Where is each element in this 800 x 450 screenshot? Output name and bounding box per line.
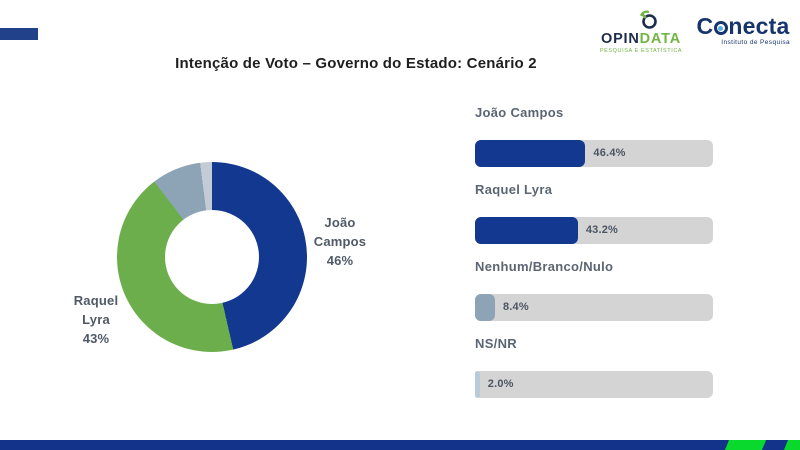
bar-category-label: João Campos — [475, 105, 564, 120]
donut-chart — [117, 162, 307, 352]
opindata-wordmark: OPINDATA — [596, 31, 686, 47]
donut-label-joao-campos: João Campos 46% — [313, 215, 367, 268]
opindata-word-part2: DATA — [639, 31, 681, 47]
bar-value-label: 43.2% — [585, 224, 619, 236]
bar-value-label: 2.0% — [487, 378, 514, 390]
conecta-word-part1: C — [696, 13, 714, 39]
bar-group-joao-campos: João Campos 46.4% — [475, 106, 713, 168]
bar-fill — [475, 371, 480, 398]
footer-navy-band — [0, 440, 800, 450]
bar-fill — [475, 140, 586, 167]
bar-group-nenhum-branco-nulo: Nenhum/Branco/Nulo 8.4% — [475, 260, 713, 322]
donut-hole — [165, 210, 259, 304]
bar-track: 46.4% — [475, 140, 713, 167]
bar-track: 43.2% — [475, 217, 713, 244]
opindata-tagline: PESQUISA E ESTATÍSTICA — [599, 48, 683, 54]
bar-category-label: NS/NR — [475, 336, 517, 351]
bar-fill — [475, 217, 578, 244]
magnifier-icon — [640, 10, 657, 29]
page-title: Intenção de Voto – Governo do Estado: Ce… — [175, 55, 537, 72]
conecta-target-icon — [713, 21, 728, 35]
top-left-accent-bar — [0, 28, 38, 40]
bar-fill — [475, 294, 495, 321]
donut-ring — [117, 162, 307, 352]
opindata-word-part1: OPIN — [601, 31, 640, 47]
bar-track: 2.0% — [475, 371, 713, 398]
donut-label-raquel-lyra: Raquel Lyra 43% — [73, 293, 119, 346]
bar-category-label: Nenhum/Branco/Nulo — [475, 259, 614, 274]
opindata-logo: OPINDATA PESQUISA E ESTATÍSTICA — [596, 8, 686, 54]
bar-group-raquel-lyra: Raquel Lyra 43.2% — [475, 183, 713, 245]
footer-green-segment — [724, 440, 767, 450]
footer-accent-strip — [0, 440, 800, 450]
bar-value-label: 46.4% — [593, 147, 626, 159]
conecta-tagline: Instituto de Pesquisa — [721, 39, 790, 46]
conecta-word-part2: necta — [728, 13, 790, 39]
footer-green-segment — [783, 440, 800, 450]
bar-group-ns-nr: NS/NR 2.0% — [475, 337, 713, 399]
bar-value-label: 8.4% — [502, 301, 529, 313]
bar-track: 8.4% — [475, 294, 713, 321]
bar-category-label: Raquel Lyra — [475, 182, 553, 197]
